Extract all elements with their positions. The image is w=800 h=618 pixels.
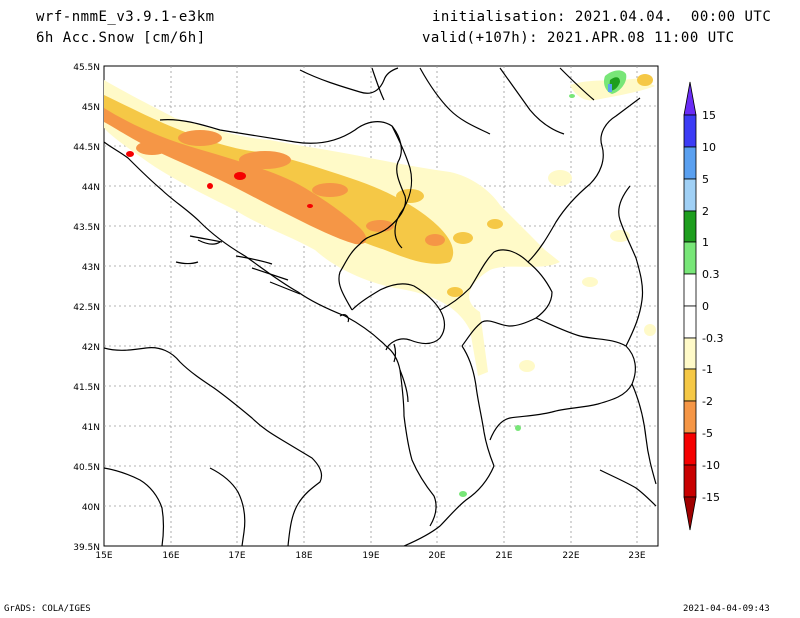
model-title: wrf-nmmE_v3.9.1-e3km bbox=[36, 9, 215, 25]
colorbar-bottom-arrow bbox=[683, 496, 697, 531]
lat-tick: 42.5N bbox=[73, 303, 100, 313]
footer-timestamp: 2021-04-04-09:43 bbox=[683, 604, 770, 614]
colorbar-label: 2 bbox=[702, 205, 709, 218]
colorbar-top-arrow bbox=[683, 81, 697, 116]
lon-tick: 18E bbox=[295, 551, 312, 561]
lat-tick: 39.5N bbox=[73, 543, 100, 553]
initialisation-time: initialisation: 2021.04.04. 00:00 UTC bbox=[432, 9, 772, 25]
colorbar-labels: 15 10 5 2 1 0.3 0 -0.3 -1 -2 -5 -10 -15 bbox=[702, 109, 723, 504]
colorbar-swatch bbox=[683, 241, 697, 275]
colorbar-swatch bbox=[683, 464, 697, 498]
colorbar-swatch bbox=[683, 305, 697, 339]
snow-extreme-spots bbox=[126, 151, 313, 208]
lat-tick: 43N bbox=[82, 263, 100, 273]
lon-tick-labels: 15E 16E 17E 18E 19E 20E 21E 22E 23E bbox=[95, 551, 645, 561]
colorbar-label: -10 bbox=[702, 459, 720, 472]
lon-tick: 20E bbox=[428, 551, 445, 561]
colorbar-swatch bbox=[683, 432, 697, 466]
colorbar-label: -0.3 bbox=[702, 332, 723, 345]
colorbar-label: -15 bbox=[702, 491, 720, 504]
colorbar-swatch bbox=[683, 114, 697, 148]
colorbar-label: 15 bbox=[702, 109, 716, 122]
colorbar-swatch bbox=[683, 337, 697, 370]
lon-tick: 15E bbox=[95, 551, 112, 561]
lat-tick: 43.5N bbox=[73, 223, 100, 233]
lon-tick: 23E bbox=[628, 551, 645, 561]
colorbar-label: 0 bbox=[702, 300, 709, 313]
colorbar-swatch bbox=[683, 178, 697, 212]
colorbar-swatch bbox=[683, 400, 697, 434]
positive-values bbox=[459, 70, 627, 497]
lat-tick: 40N bbox=[82, 503, 100, 513]
valid-time: valid(+107h): 2021.APR.08 11:00 UTC bbox=[422, 30, 735, 46]
colorbar-swatch bbox=[683, 210, 697, 243]
lon-tick: 21E bbox=[495, 551, 512, 561]
lon-tick: 19E bbox=[362, 551, 379, 561]
lat-tick: 42N bbox=[82, 343, 100, 353]
variable-title: 6h Acc.Snow [cm/6h] bbox=[36, 30, 206, 46]
colorbar-swatch bbox=[683, 273, 697, 307]
lat-tick: 45.5N bbox=[73, 63, 100, 73]
colorbar-label: -2 bbox=[702, 395, 713, 408]
lat-tick: 41N bbox=[82, 423, 100, 433]
colorbar-label: -1 bbox=[702, 363, 713, 376]
lat-tick: 45N bbox=[82, 103, 100, 113]
colorbar-label: 0.3 bbox=[702, 268, 720, 281]
colorbar bbox=[683, 81, 697, 531]
colorbar-label: 5 bbox=[702, 173, 709, 186]
colorbar-label: 1 bbox=[702, 236, 709, 249]
lon-tick: 17E bbox=[228, 551, 245, 561]
colorbar-swatch bbox=[683, 146, 697, 180]
lat-tick: 40.5N bbox=[73, 463, 100, 473]
lat-tick-labels: 45.5N 45N 44.5N 44N 43.5N 43N 42.5N 42N … bbox=[73, 63, 100, 553]
colorbar-label: -5 bbox=[702, 427, 713, 440]
lat-tick: 44.5N bbox=[73, 143, 100, 153]
footer-credit: GrADS: COLA/IGES bbox=[4, 604, 91, 614]
lon-tick: 22E bbox=[562, 551, 579, 561]
lon-tick: 16E bbox=[162, 551, 179, 561]
colorbar-swatch bbox=[683, 368, 697, 402]
lat-tick: 41.5N bbox=[73, 383, 100, 393]
coastlines-borders bbox=[104, 67, 657, 546]
colorbar-label: 10 bbox=[702, 141, 716, 154]
lat-tick: 44N bbox=[82, 183, 100, 193]
